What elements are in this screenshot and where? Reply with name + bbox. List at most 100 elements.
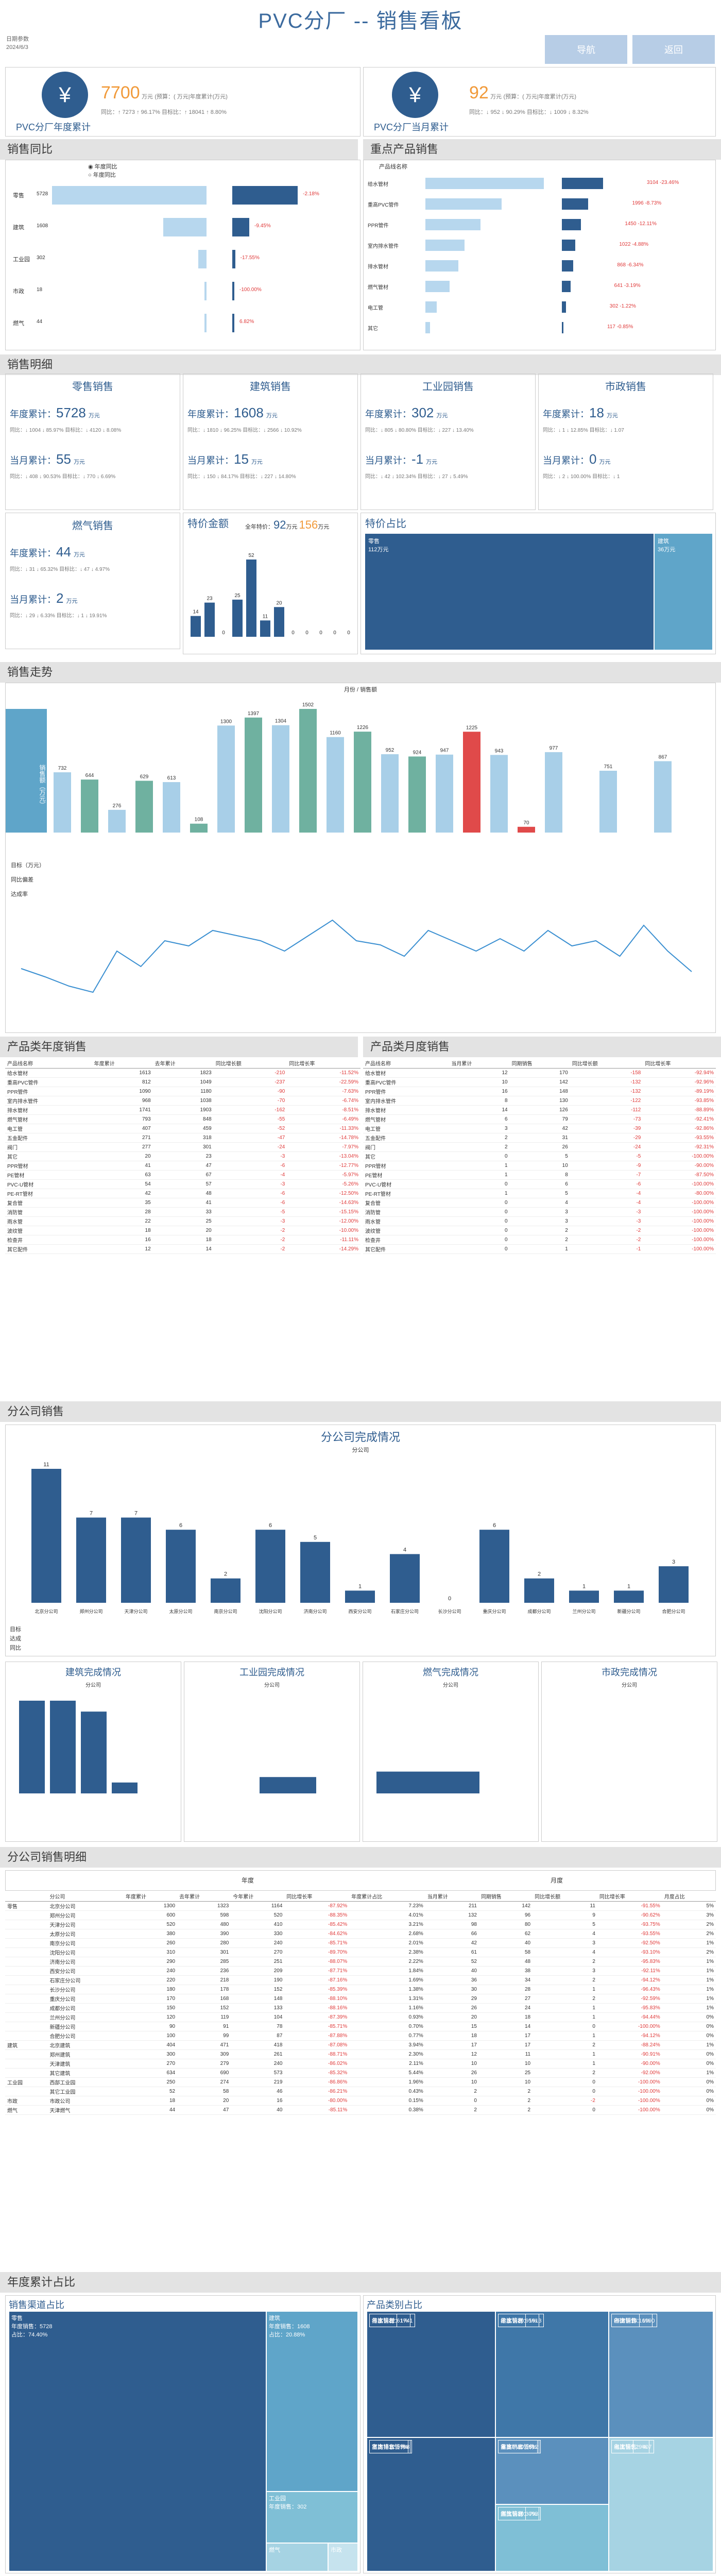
table-row: 消防管 0 3 -3 -100.00% bbox=[363, 1207, 716, 1217]
key-product-bar2 bbox=[562, 178, 603, 189]
small-card-chart bbox=[376, 1771, 479, 1793]
trend-bar-label: 732 bbox=[58, 766, 67, 771]
table-row: 燃气 天津燃气 44 47 40 -85.11% 0.38% 2 2 0 -100.00% 0% bbox=[5, 2105, 716, 2115]
tree-gas: 燃气 bbox=[266, 2543, 328, 2571]
yoy-row-label: 建筑 bbox=[13, 225, 24, 231]
trend-bar bbox=[490, 755, 508, 833]
table-row: 给水管材 12 170 -158 -92.94% bbox=[363, 1068, 716, 1078]
table-row: 郑州建筑 300 309 261 -88.71% 2.30% 12 11 1 -90.91% 0% bbox=[5, 2049, 716, 2059]
branch-bar bbox=[569, 1590, 599, 1603]
detail-card-title: 工业园销售 bbox=[422, 381, 474, 393]
branch-bar-value: 0 bbox=[448, 1596, 451, 1602]
special-price-label: 0 bbox=[222, 630, 225, 636]
small-card-title: 工业园完成情况 bbox=[239, 1667, 304, 1677]
branch-panel: 分公司完成情况 分公司 11 北京分公司 7 郑州分公司 7 天津分公司 6 太原分公司 2 南京… bbox=[5, 1425, 716, 1656]
product-tree-cell: 排水管材 年度销售：1741 占比：22.61% bbox=[367, 2311, 495, 2437]
tree-industry: 工业园 年度销售：302 bbox=[266, 2492, 358, 2543]
product-tree-cell: 重高PVC管件 年度销售：812 占比：10.55% bbox=[495, 2437, 609, 2504]
key-product-bar bbox=[425, 281, 450, 292]
branch-bar-value: 11 bbox=[43, 1462, 49, 1468]
trend-bar-chart: 732 644 276 629 613 108 1300 1397 1304 1502 1160 12… bbox=[54, 702, 672, 833]
special-price-bar bbox=[204, 602, 215, 637]
section-prod-year: 产品类年度销售 bbox=[0, 1037, 358, 1057]
branch-bar-value: 6 bbox=[179, 1522, 182, 1529]
small-card-sub: 分公司 bbox=[622, 1683, 637, 1688]
product-treemap: 产品类别占比 排水管材 年度销售：1741 占比：22.61% 给水管材 年度销售：16… bbox=[363, 2295, 716, 2573]
trend-line bbox=[21, 919, 692, 993]
small-card-title: 市政完成情况 bbox=[602, 1667, 657, 1677]
branch-bar-value: 7 bbox=[134, 1511, 138, 1517]
trend-bar bbox=[217, 725, 235, 833]
trend-bar bbox=[381, 754, 399, 833]
branch-bar-value: 7 bbox=[90, 1511, 93, 1517]
special-price-label: 0 bbox=[333, 630, 336, 636]
branch-bar bbox=[121, 1517, 151, 1603]
table-row: 燃气管材 793 848 -55 -6.49% bbox=[5, 1114, 360, 1124]
prod-month-table: 产品线名称 当月累计 同期销售 同比增长额 同比增长率 给水管材 12 170 -158 -92.… bbox=[363, 1059, 716, 1254]
trend-bar bbox=[327, 737, 344, 833]
branch-bar-value: 2 bbox=[224, 1571, 227, 1578]
branch-bar bbox=[659, 1566, 689, 1603]
table-row: 五金配件 271 318 -47 -14.78% bbox=[5, 1133, 360, 1143]
legend-radio-a[interactable]: ◉ 年度同比 bbox=[88, 164, 117, 170]
key-product-label: 燃气管材 bbox=[368, 285, 388, 291]
detail-card-month-compare: 同比：↓ 408 ↓ 90.53% 目标比：↓ 770 ↓ 6.69% bbox=[10, 474, 116, 480]
detail-card: 工业园销售 年度累计：302 万元 同比：↓ 805 ↓ 80.80% 目标比：↓ … bbox=[360, 374, 536, 510]
yoy-left-bar bbox=[52, 186, 207, 205]
key-product-bar2 bbox=[562, 260, 574, 272]
trend-bar-label: 1502 bbox=[302, 702, 314, 708]
table-row: 建筑 北京建筑 404 471 418 -87.08% 3.94% 17 17 2 -88.24% 1… bbox=[5, 2040, 716, 2050]
table-row: 零售 北京分公司 1300 1323 1164 -87.92% 7.23% 211 142 11-… bbox=[5, 1901, 716, 1911]
detail-card-month: 当月累计：-1 万元 bbox=[365, 451, 438, 467]
special-price-bar bbox=[274, 607, 284, 637]
trend-bar-label: 952 bbox=[386, 748, 394, 753]
yoy-pct: -2.18% bbox=[303, 191, 319, 197]
detail-card: 建筑销售 年度累计：1608 万元 同比：↓ 1810 ↓ 96.25% 目标比：↓… bbox=[183, 374, 358, 510]
trend-bar bbox=[436, 754, 453, 833]
small-card-bar bbox=[19, 1701, 45, 1793]
small-card: 建筑完成情况 分公司 bbox=[5, 1662, 181, 1842]
trend-bar-label: 977 bbox=[550, 745, 558, 751]
yoy-left-bar bbox=[204, 282, 207, 300]
branch-bar-chart: 11北京分公司7郑州分公司7天津分公司6太原分公司2南京分公司6沈阳分公司5济南… bbox=[31, 1462, 689, 1614]
table-row: 其它工业园 52 58 46 -86.21% 0.43% 2 2 0 -100.00% 0% bbox=[5, 2087, 716, 2096]
back-button[interactable]: 返回 bbox=[632, 35, 715, 64]
trend-bar bbox=[599, 771, 617, 833]
legend-radio-b[interactable]: ○ 年度同比 bbox=[88, 172, 116, 178]
yoy-pct: -9.45% bbox=[254, 223, 271, 229]
update-date: 日期参数 2024/6/3 bbox=[6, 36, 29, 50]
trend-bar-label: 1300 bbox=[220, 719, 232, 724]
table-row: 西安分公司 240 236 209 -87.71% 1.84% 40 38 3 -92.11% 1% bbox=[5, 1966, 716, 1976]
table-row: 复合管 0 4 -4 -100.00% bbox=[363, 1198, 716, 1208]
table-row: 天津分公司 520 480 410 -85.42% 3.21% 98 80 5 -93.75% 2% bbox=[5, 1920, 716, 1929]
table-row: 电工管 3 42 -39 -92.86% bbox=[363, 1124, 716, 1133]
yoy-right-bar bbox=[232, 218, 250, 236]
yuan-icon: ¥ bbox=[42, 72, 88, 118]
small-card-bar bbox=[260, 1777, 316, 1793]
table-row: PPR管材 41 47 -6 -12.77% bbox=[5, 1161, 360, 1171]
nav-button[interactable]: 导航 bbox=[545, 35, 627, 64]
table-row: 排水管材 14 126 -112 -88.89% bbox=[363, 1105, 716, 1115]
key-product-bar2 bbox=[562, 240, 576, 251]
section-prod-month: 产品类月度销售 bbox=[363, 1037, 721, 1057]
detail-card-title: 零售销售 bbox=[72, 381, 113, 393]
table-row: 重高PVC管件 812 1049 -237 -22.59% bbox=[5, 1077, 360, 1087]
key-product-label: 给水管材 bbox=[368, 182, 388, 188]
small-card: 工业园完成情况 分公司 bbox=[184, 1662, 360, 1842]
detail-card-month-compare: 同比：↓ 2 ↓ 100.00% 目标比：↓ 1 bbox=[543, 474, 620, 480]
branch-bar bbox=[211, 1578, 241, 1603]
kpi-year-card: ¥ PVC分厂年度累计 7700 万元 (预算：( 万元|年度累计(万元) 同比… bbox=[5, 67, 360, 137]
yoy-right-bar bbox=[232, 282, 234, 300]
yoy-right-bar bbox=[232, 186, 298, 205]
key-product-pct: 3104 -23.46% bbox=[647, 180, 679, 185]
branch-detail-table: 分公司 年度累计 去年累计 今年累计 同比增长率 年度累计占比 当月累计 同期销售 同比增长额同… bbox=[5, 1892, 716, 2115]
trend-bar-label: 629 bbox=[140, 774, 149, 779]
trend-bar bbox=[408, 756, 426, 833]
branch-name: 成都分公司 bbox=[527, 1608, 551, 1614]
detail-card-title: 建筑销售 bbox=[250, 381, 291, 393]
yoy-row-label: 零售 bbox=[13, 193, 24, 199]
branch-bar-value: 6 bbox=[269, 1522, 272, 1529]
branch-bar bbox=[524, 1578, 554, 1603]
special-ratio-card: 特价占比 零售 112万元 建筑 36万元 bbox=[360, 513, 716, 654]
table-row: 燃气管材 6 79 -73 -92.41% bbox=[363, 1114, 716, 1124]
